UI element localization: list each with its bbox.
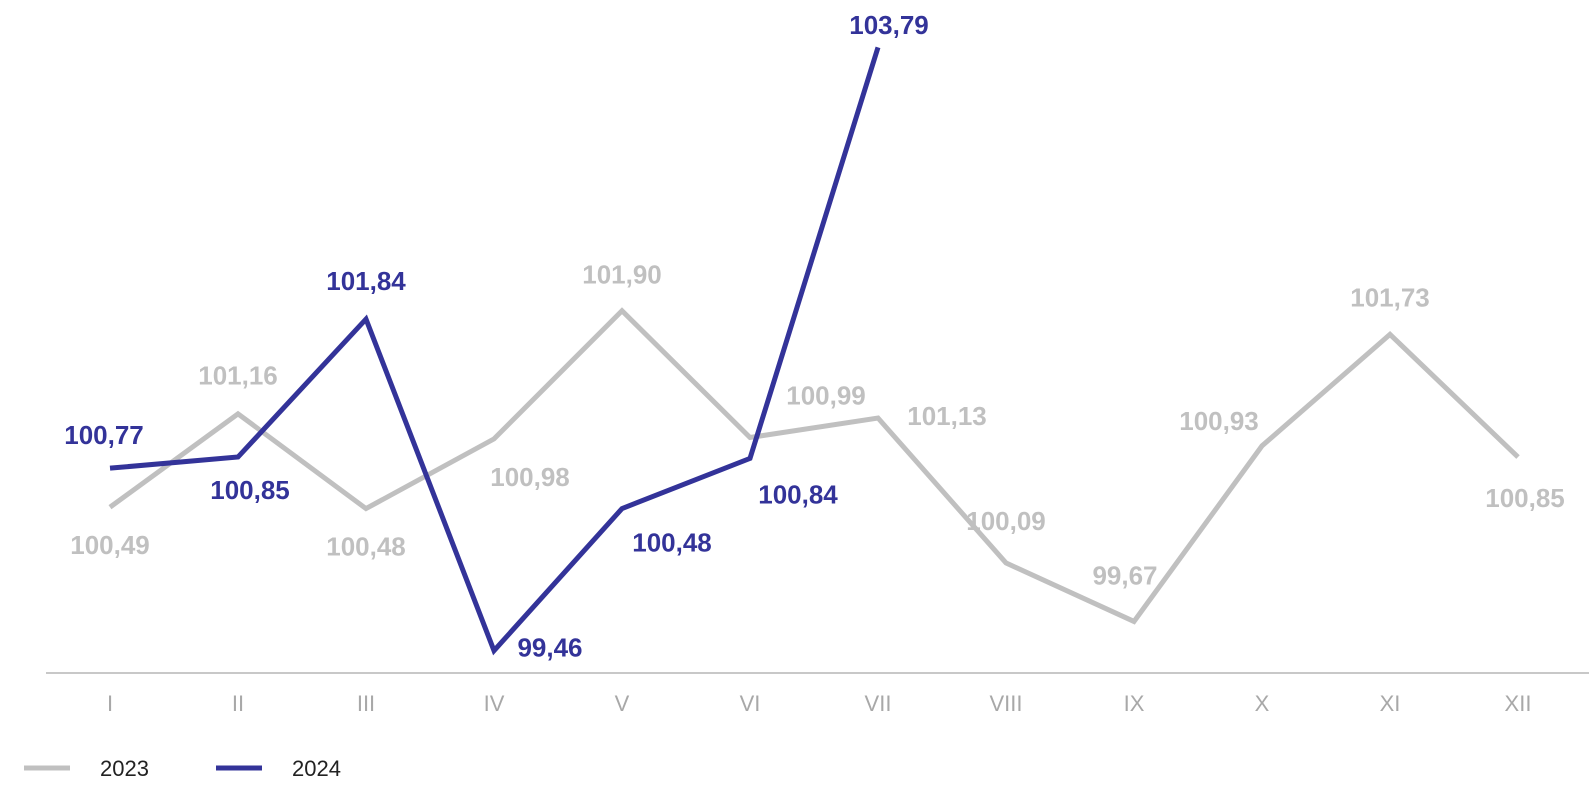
data-label: 101,84 [326,266,406,296]
legend-label: 2024 [292,756,341,781]
data-label: 99,46 [517,633,582,663]
x-tick-label: II [232,691,244,716]
data-label: 101,73 [1350,282,1430,312]
data-label: 103,79 [849,10,929,40]
x-tick-label: VII [865,691,892,716]
data-label: 101,16 [198,361,278,391]
x-tick-label: I [107,691,113,716]
legend-label: 2023 [100,756,149,781]
x-tick-label: XII [1505,691,1532,716]
x-tick-label: V [615,691,630,716]
x-tick-label: IV [484,691,505,716]
data-label: 100,48 [632,527,712,557]
data-label: 100,85 [210,475,290,505]
data-label: 100,09 [966,506,1046,536]
x-tick-label: VIII [989,691,1022,716]
data-label: 99,67 [1092,560,1157,590]
data-label: 100,48 [326,531,406,561]
data-label: 100,49 [70,530,150,560]
series-line [109,46,881,656]
x-tick-label: XI [1380,691,1401,716]
x-tick-label: X [1255,691,1270,716]
data-label: 100,77 [64,420,144,450]
data-label: 100,99 [786,380,866,410]
data-label: 101,90 [582,260,662,290]
x-tick-label: VI [740,691,761,716]
data-label: 101,13 [907,401,987,431]
x-tick-label: III [357,691,375,716]
data-label: 100,93 [1179,406,1259,436]
data-label: 100,98 [490,462,570,492]
data-label: 100,85 [1485,483,1565,513]
data-label: 100,84 [758,479,838,509]
series-line [108,307,1520,625]
x-tick-label: IX [1124,691,1145,716]
